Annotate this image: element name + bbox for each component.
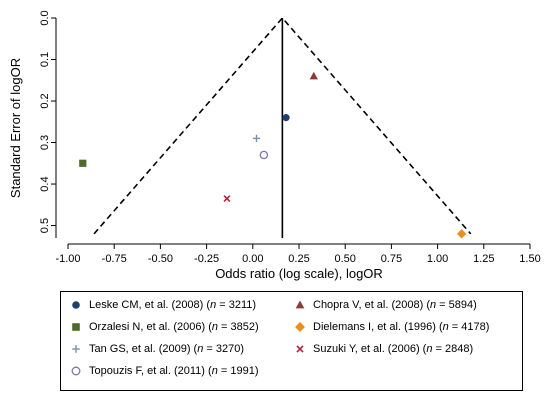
legend-item: Orzalesi N, et al. (2006) (n = 3852) <box>69 320 259 334</box>
x-tick-label: 0.00 <box>242 253 263 265</box>
legend-marker <box>69 320 83 334</box>
x-tick-label: 0.25 <box>288 253 309 265</box>
x-tick-label: -0.25 <box>194 253 219 265</box>
legend-label: Chopra V, et al. (2008) (n = 5894) <box>313 299 477 311</box>
legend-marker-shape <box>72 345 80 353</box>
funnel-plot: -1.00 -0.75 -0.50 -0.25 0.00 0.25 0.50 0.75 1.00… <box>8 10 541 281</box>
legend-marker <box>293 298 307 312</box>
legend-label: Orzalesi N, et al. (2006) (n = 3852) <box>89 321 259 333</box>
legend-marker <box>69 342 83 356</box>
data-point <box>456 229 467 239</box>
legend-marker-shape <box>71 366 81 376</box>
x-tick-label: 1.50 <box>519 253 540 265</box>
x-tick-label: 0.50 <box>334 253 355 265</box>
legend-marker <box>293 342 307 356</box>
legend-marker <box>69 298 83 312</box>
legend-label: Leske CM, et al. (2008) (n = 3211) <box>89 299 257 311</box>
y-axis-ticks: 0.0 0.1 0.2 0.3 0.4 0.5 <box>39 10 56 233</box>
legend-item: Topouzis F, et al. (2011) (n = 1991) <box>69 364 258 378</box>
y-tick-label: 0.4 <box>39 176 51 191</box>
x-tick-label: -1.00 <box>55 253 80 265</box>
legend-marker-shape <box>72 323 80 331</box>
x-tick-label: 1.25 <box>473 253 494 265</box>
data-point <box>79 159 87 167</box>
data-point <box>259 150 269 160</box>
funnel-boundary <box>93 16 472 235</box>
data-point <box>309 71 318 80</box>
y-tick-label: 0.3 <box>39 135 51 150</box>
x-tick-label: -0.50 <box>148 253 173 265</box>
y-tick-label: 0.0 <box>39 10 51 25</box>
data-points <box>79 71 467 239</box>
y-tick-label: 0.2 <box>39 93 51 108</box>
legend: Leske CM, et al. (2008) (n = 3211) Orzale… <box>60 291 523 391</box>
legend-label: Dielemans I, et al. (1996) (n = 4178) <box>313 321 490 333</box>
data-point <box>252 134 261 142</box>
legend-marker-shape <box>295 322 305 332</box>
y-tick-label: 0.1 <box>39 52 51 67</box>
legend-item: Chopra V, et al. (2008) (n = 5894) <box>293 298 477 312</box>
legend-marker <box>69 364 83 378</box>
legend-item: Suzuki Y, et al. (2006) (n = 2848) <box>293 342 473 356</box>
y-axis-title: Standard Error of logOR <box>8 58 23 198</box>
x-tick-label: 1.00 <box>427 253 448 265</box>
x-axis-title: Odds ratio (log scale), logOR <box>215 266 383 281</box>
x-tick-label: 0.75 <box>381 253 402 265</box>
legend-label: Topouzis F, et al. (2011) (n = 1991) <box>89 365 259 377</box>
legend-marker-shape <box>295 300 305 309</box>
legend-marker-shape <box>72 301 80 309</box>
y-tick-label: 0.5 <box>39 218 51 233</box>
axes <box>55 18 530 245</box>
legend-marker <box>293 320 307 334</box>
legend-item: Tan GS, et al. (2009) (n = 3270) <box>69 342 244 356</box>
legend-item: Leske CM, et al. (2008) (n = 3211) <box>69 298 256 312</box>
legend-label: Tan GS, et al. (2009) (n = 3270) <box>89 343 245 355</box>
data-point <box>223 195 231 203</box>
funnel-lines <box>93 16 472 238</box>
legend-marker-shape <box>296 345 304 353</box>
data-point <box>282 114 290 122</box>
legend-label: Suzuki Y, et al. (2006) (n = 2848) <box>313 343 474 355</box>
x-tick-label: -0.75 <box>102 253 127 265</box>
legend-item: Dielemans I, et al. (1996) (n = 4178) <box>293 320 489 334</box>
x-axis-ticks: -1.00 -0.75 -0.50 -0.25 0.00 0.25 0.50 0.75 1.00… <box>55 244 541 265</box>
